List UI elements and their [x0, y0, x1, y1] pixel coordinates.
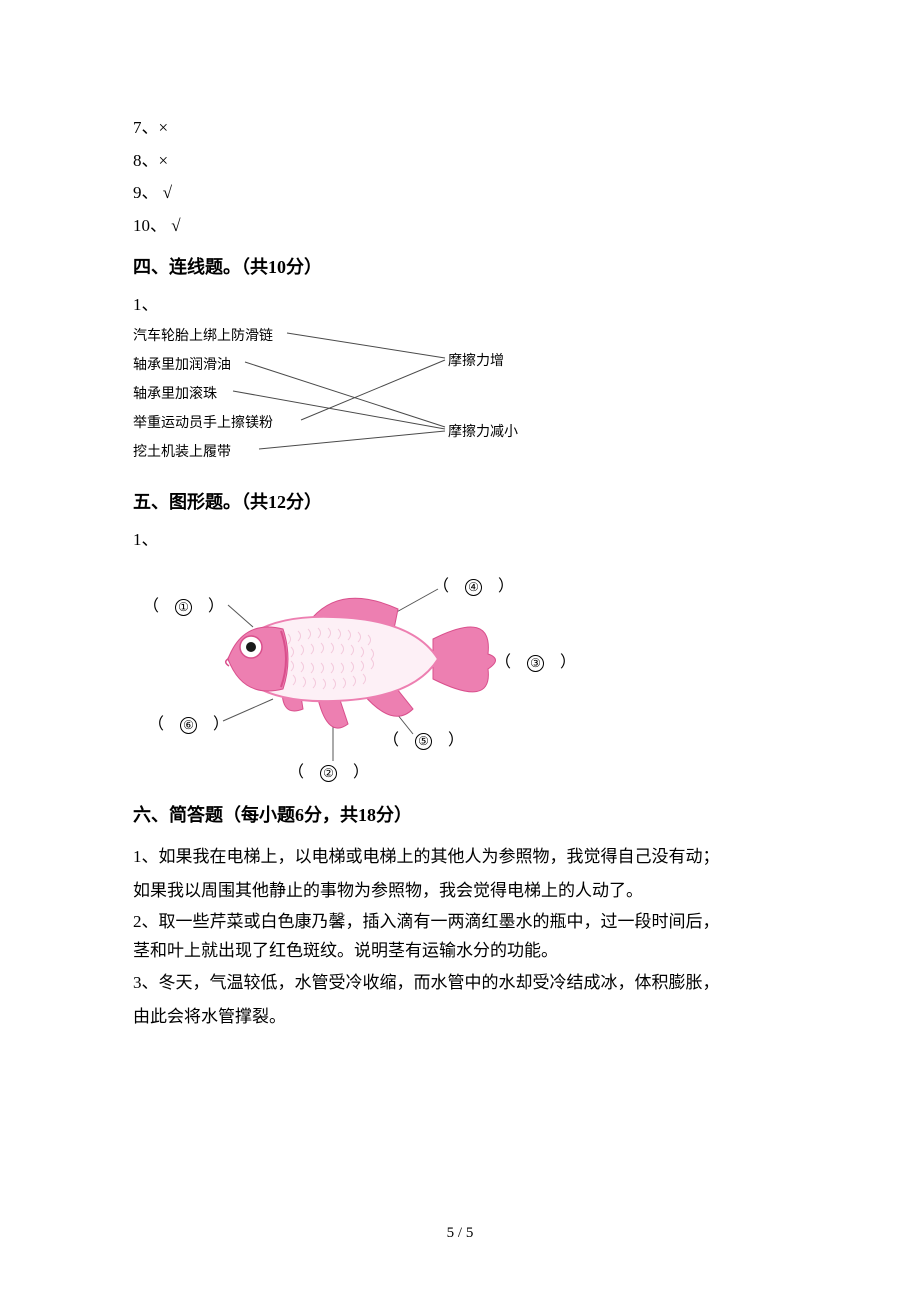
tf-answer-10: 10、 √	[133, 211, 787, 242]
essay-1-line-a: 1、如果我在电梯上，以电梯或电梯上的其他人为参照物，我觉得自己没有动；	[133, 840, 787, 874]
section-5-q1-num: 1、	[133, 525, 787, 556]
fish-label-4: （ ④ ）	[433, 573, 514, 602]
matching-diagram: 汽车轮胎上绑上防滑链 轴承里加润滑油 轴承里加滚珠 举重运动员手上擦镁粉 挖土机…	[133, 324, 593, 476]
page-content: 7、× 8、× 9、 √ 10、 √ 四、连线题。（共10分） 1、 汽车轮胎上…	[0, 0, 920, 1034]
fish-diagram: （ ① ） （ ④ ） （ ③ ） （ ⑤ ） （ ② ） （ ⑥ ）	[133, 559, 603, 789]
page-number: 5 / 5	[0, 1225, 920, 1242]
fish-label-5: （ ⑤ ）	[383, 727, 464, 756]
fish-label-6: （ ⑥ ）	[148, 711, 229, 740]
essay-answers: 1、如果我在电梯上，以电梯或电梯上的其他人为参照物，我觉得自己没有动； 如果我以…	[133, 840, 787, 1034]
fish-label-1: （ ① ）	[143, 593, 224, 622]
section-5-heading: 五、图形题。（共12分）	[133, 486, 787, 518]
section-6-heading: 六、简答题（每小题6分，共18分）	[133, 799, 787, 831]
essay-3-line-a: 3、冬天，气温较低，水管受冷收缩，而水管中的水却受冷结成冰，体积膨胀，	[133, 966, 787, 1000]
tf-answer-8: 8、×	[133, 146, 787, 177]
essay-3-line-b: 由此会将水管撑裂。	[133, 1000, 787, 1034]
matching-lines-svg	[133, 324, 593, 476]
essay-2-line-a: 2、取一些芹菜或白色康乃馨，插入滴有一两滴红墨水的瓶中，过一段时间后，	[133, 908, 787, 937]
fish-label-3: （ ③ ）	[495, 649, 576, 678]
section-4-q1-num: 1、	[133, 290, 787, 321]
section-4-heading: 四、连线题。（共10分）	[133, 251, 787, 283]
essay-1-line-b: 如果我以周围其他静止的事物为参照物，我会觉得电梯上的人动了。	[133, 874, 787, 908]
tf-answer-7: 7、×	[133, 113, 787, 144]
fish-label-2: （ ② ）	[288, 759, 369, 788]
essay-2-line-b: 茎和叶上就出现了红色斑纹。说明茎有运输水分的功能。	[133, 937, 787, 966]
tf-answer-9: 9、 √	[133, 178, 787, 209]
